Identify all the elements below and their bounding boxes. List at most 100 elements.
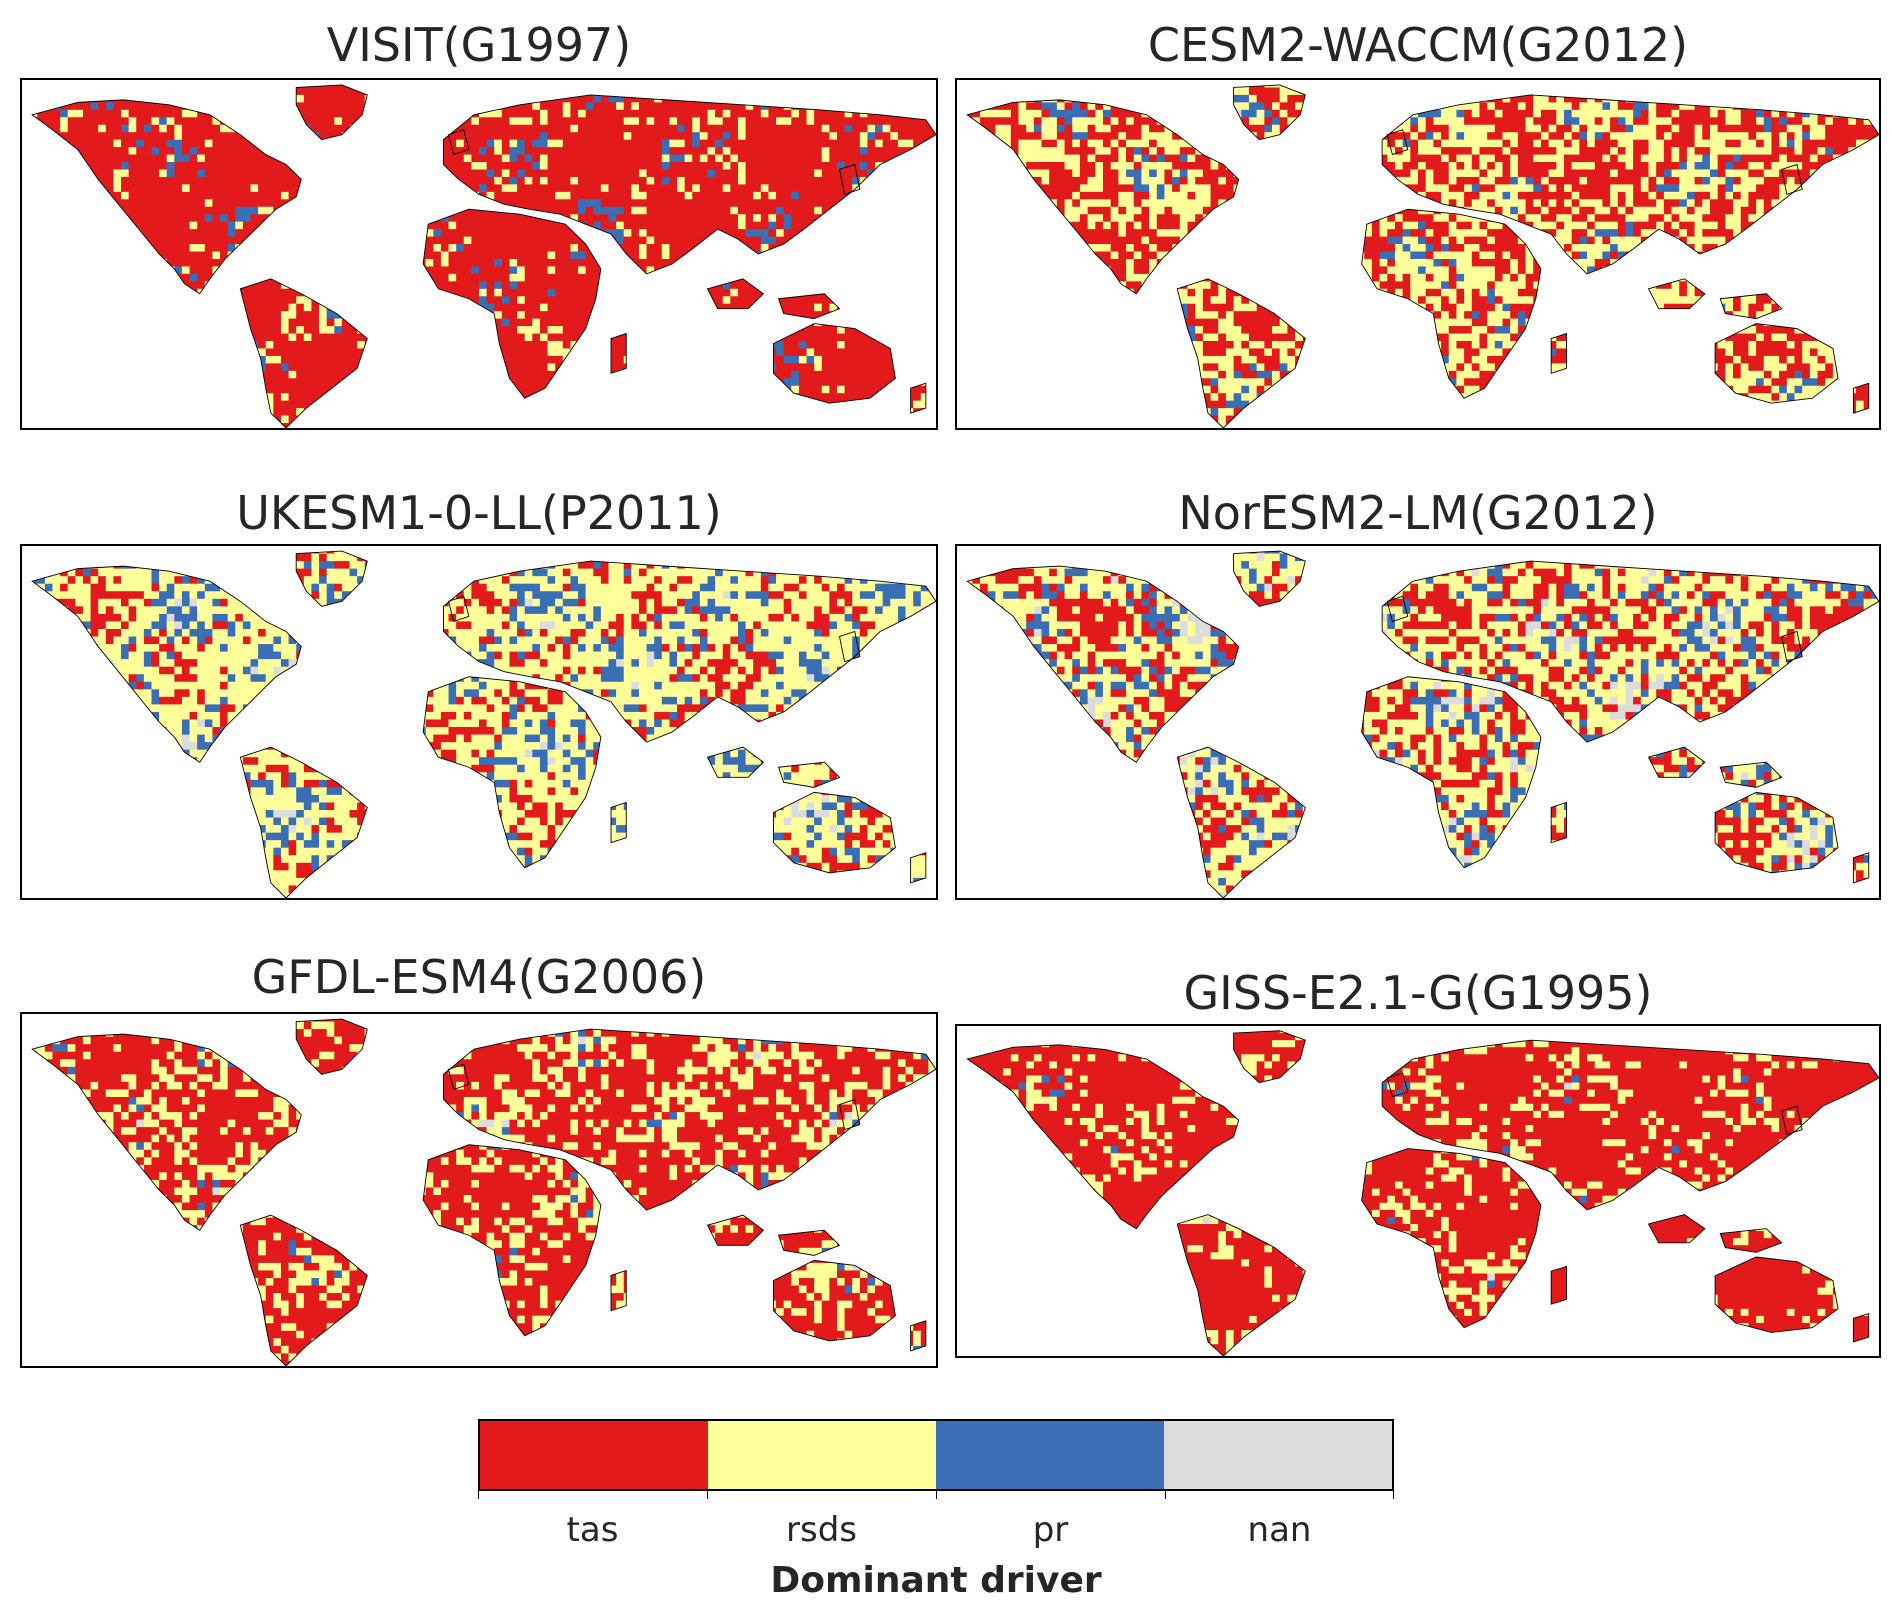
driver-cell: [44, 296, 53, 305]
driver-cell: [501, 139, 510, 148]
driver-cell: [897, 117, 907, 126]
driver-cell: [37, 281, 46, 290]
driver-cell: [303, 273, 312, 282]
driver-cell: [60, 87, 69, 96]
driver-cell: [250, 214, 259, 223]
driver-cell: [737, 288, 747, 297]
driver-cell: [402, 318, 411, 327]
driver-cell: [707, 266, 716, 275]
driver-cell: [159, 214, 168, 223]
driver-cell: [334, 169, 343, 178]
driver-cell: [189, 266, 198, 275]
driver-cell: [387, 236, 396, 245]
driver-cell: [128, 303, 137, 312]
driver-cell: [737, 199, 747, 208]
driver-cell: [341, 281, 351, 290]
driver-cell: [814, 147, 823, 156]
driver-cell: [745, 162, 754, 170]
driver-cell: [859, 139, 868, 148]
driver-cell: [326, 318, 335, 327]
driver-cell: [578, 266, 587, 275]
driver-cell: [98, 318, 107, 327]
driver-cell: [623, 214, 632, 223]
driver-cell: [806, 251, 815, 260]
driver-cell: [463, 355, 472, 364]
driver-cell: [410, 363, 419, 372]
driver-cell: [349, 162, 358, 170]
driver-cell: [844, 102, 853, 111]
driver-cell: [897, 281, 907, 290]
driver-cell: [928, 355, 936, 364]
driver-cell: [204, 199, 213, 208]
driver-cell: [875, 169, 884, 178]
driver-cell: [456, 244, 465, 253]
driver-cell: [448, 326, 457, 335]
driver-cell: [425, 333, 434, 342]
driver-cell: [326, 94, 335, 103]
driver-cell: [905, 333, 914, 342]
driver-cell: [768, 355, 777, 364]
driver-cell: [707, 221, 716, 230]
driver-cell: [654, 348, 663, 357]
driver-cell: [920, 303, 929, 312]
driver-cell: [623, 318, 632, 327]
driver-cell: [227, 385, 236, 394]
driver-cell: [471, 176, 480, 185]
driver-cell: [90, 236, 99, 245]
driver-cell: [402, 385, 411, 394]
driver-cell: [402, 87, 411, 96]
driver-cell: [844, 162, 853, 170]
driver-cell: [600, 341, 609, 349]
driver-cell: [82, 236, 92, 245]
driver-cell: [433, 236, 442, 245]
driver-cell: [75, 109, 84, 118]
driver-cell: [699, 370, 709, 379]
driver-cell: [814, 184, 823, 193]
driver-cell: [623, 273, 632, 282]
driver-cell: [836, 102, 846, 111]
driver-cell: [189, 199, 198, 208]
driver-cell: [273, 132, 282, 141]
driver-cell: [296, 102, 305, 111]
driver-cell: [859, 303, 868, 312]
driver-cell: [913, 341, 922, 349]
driver-cell: [867, 236, 876, 245]
driver-cell: [745, 184, 754, 193]
driver-cell: [578, 378, 587, 387]
driver-cell: [44, 176, 53, 185]
driver-cell: [90, 139, 99, 148]
driver-cell: [745, 102, 754, 111]
driver-cell: [913, 147, 922, 156]
driver-cell: [105, 266, 114, 275]
driver-cell: [32, 236, 38, 245]
driver-cell: [456, 184, 465, 193]
driver-cell: [844, 326, 853, 335]
driver-cell: [532, 102, 541, 111]
driver-cell: [532, 84, 541, 88]
driver-cell: [600, 266, 609, 275]
driver-cell: [829, 139, 838, 148]
driver-cell: [882, 214, 891, 223]
driver-cell: [882, 169, 891, 178]
driver-cell: [151, 154, 160, 163]
driver-cell: [364, 385, 373, 394]
driver-cell: [410, 385, 419, 394]
driver-cell: [753, 184, 762, 193]
driver-cell: [806, 363, 815, 372]
driver-cell: [844, 214, 853, 223]
driver-cell: [707, 124, 716, 133]
driver-cell: [829, 258, 838, 267]
driver-cell: [646, 199, 655, 208]
driver-cell: [151, 94, 160, 103]
driver-cell: [707, 87, 716, 96]
driver-cell: [181, 206, 191, 215]
driver-cell: [189, 214, 198, 223]
driver-cell: [494, 84, 503, 88]
driver-cell: [471, 94, 480, 103]
driver-cell: [646, 266, 655, 275]
driver-cell: [852, 124, 861, 133]
driver-cell: [372, 206, 381, 215]
driver-cell: [715, 199, 724, 208]
driver-cell: [197, 214, 206, 223]
driver-cell: [715, 191, 724, 200]
